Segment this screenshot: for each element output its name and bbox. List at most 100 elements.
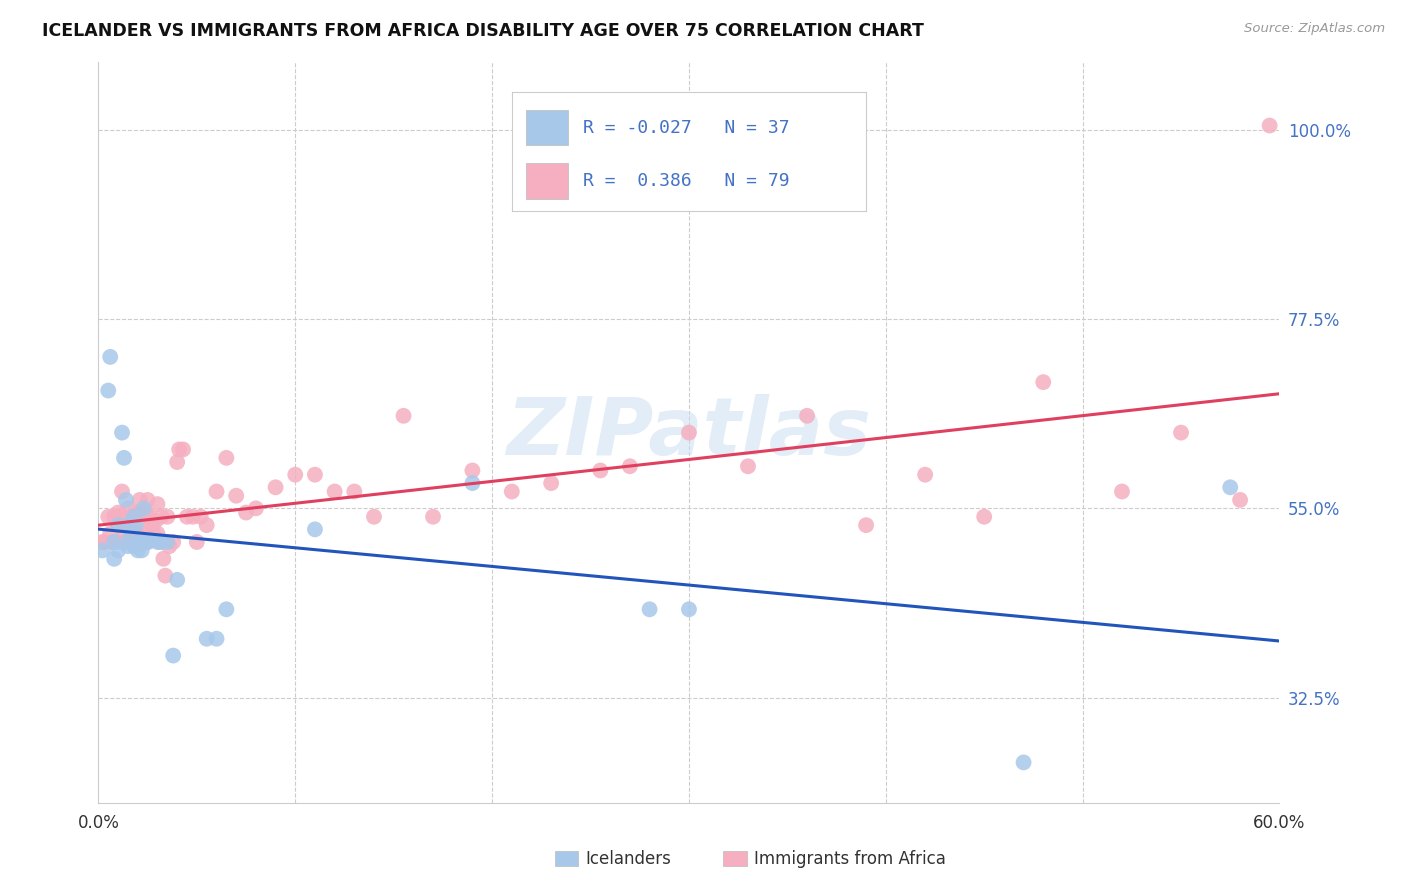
Point	[1170, 425, 1192, 440]
Point	[118, 509, 141, 524]
Point	[117, 518, 139, 533]
Point	[284, 467, 307, 482]
Point	[155, 568, 177, 582]
Point	[501, 484, 523, 499]
Point	[101, 535, 124, 549]
Point	[98, 526, 121, 541]
Point	[205, 484, 228, 499]
Point	[97, 509, 120, 524]
Point	[1229, 492, 1251, 507]
Point	[678, 602, 700, 616]
Point	[215, 450, 238, 465]
Point	[142, 526, 165, 541]
Point	[128, 535, 150, 549]
Point	[150, 535, 173, 549]
Point	[166, 573, 188, 587]
Point	[138, 509, 160, 524]
Point	[152, 551, 174, 566]
Point	[589, 463, 612, 477]
Point	[127, 526, 149, 541]
Point	[122, 509, 145, 524]
Point	[146, 535, 169, 549]
Point	[796, 409, 818, 423]
Point	[157, 539, 180, 553]
Point	[117, 539, 139, 553]
Text: Icelanders: Icelanders	[585, 849, 671, 868]
Point	[127, 543, 149, 558]
Point	[181, 509, 204, 524]
Point	[162, 535, 184, 549]
Point	[128, 492, 150, 507]
Point	[117, 518, 139, 533]
Point	[146, 497, 169, 511]
Point	[150, 509, 173, 524]
Point	[91, 535, 114, 549]
Point	[619, 459, 641, 474]
Point	[245, 501, 267, 516]
Point	[855, 518, 877, 533]
Point	[125, 518, 148, 533]
Point	[103, 551, 125, 566]
Point	[156, 509, 179, 524]
Point	[176, 509, 198, 524]
Point	[112, 450, 135, 465]
Point	[122, 509, 145, 524]
Point	[162, 648, 184, 663]
Point	[148, 535, 170, 549]
Point	[97, 384, 120, 398]
Point	[363, 509, 385, 524]
Point	[225, 489, 247, 503]
Point	[125, 535, 148, 549]
Point	[205, 632, 228, 646]
Point	[122, 539, 145, 553]
Point	[461, 476, 484, 491]
Point	[264, 480, 287, 494]
Point	[1012, 756, 1035, 770]
Bar	[554, 851, 578, 866]
Point	[118, 531, 141, 545]
Text: Source: ZipAtlas.com: Source: ZipAtlas.com	[1244, 22, 1385, 36]
Point	[91, 543, 114, 558]
Point	[156, 535, 179, 549]
Point	[111, 484, 134, 499]
Point	[136, 492, 159, 507]
Point	[115, 535, 138, 549]
Point	[127, 506, 149, 520]
Point	[145, 514, 167, 528]
Point	[973, 509, 995, 524]
Point	[914, 467, 936, 482]
Point	[1032, 375, 1054, 389]
Point	[132, 535, 155, 549]
Point	[121, 526, 143, 541]
Point	[186, 535, 208, 549]
Text: ZIPatlas: ZIPatlas	[506, 393, 872, 472]
Point	[195, 632, 218, 646]
Point	[108, 509, 131, 524]
Point	[461, 463, 484, 477]
Point	[166, 455, 188, 469]
Point	[215, 602, 238, 616]
Point	[131, 518, 153, 533]
Point	[190, 509, 212, 524]
Point	[112, 526, 135, 541]
Point	[131, 543, 153, 558]
Point	[103, 535, 125, 549]
Point	[678, 425, 700, 440]
Point	[103, 509, 125, 524]
Point	[422, 509, 444, 524]
Bar	[723, 851, 747, 866]
Point	[103, 535, 125, 549]
Point	[117, 501, 139, 516]
Point	[235, 506, 257, 520]
Point	[540, 476, 562, 491]
Text: ICELANDER VS IMMIGRANTS FROM AFRICA DISABILITY AGE OVER 75 CORRELATION CHART: ICELANDER VS IMMIGRANTS FROM AFRICA DISA…	[42, 22, 924, 40]
Point	[392, 409, 415, 423]
Point	[132, 535, 155, 549]
Point	[135, 506, 157, 520]
Point	[172, 442, 194, 457]
Point	[141, 518, 163, 533]
Point	[195, 518, 218, 533]
Point	[343, 484, 366, 499]
Point	[107, 506, 129, 520]
Point	[737, 459, 759, 474]
